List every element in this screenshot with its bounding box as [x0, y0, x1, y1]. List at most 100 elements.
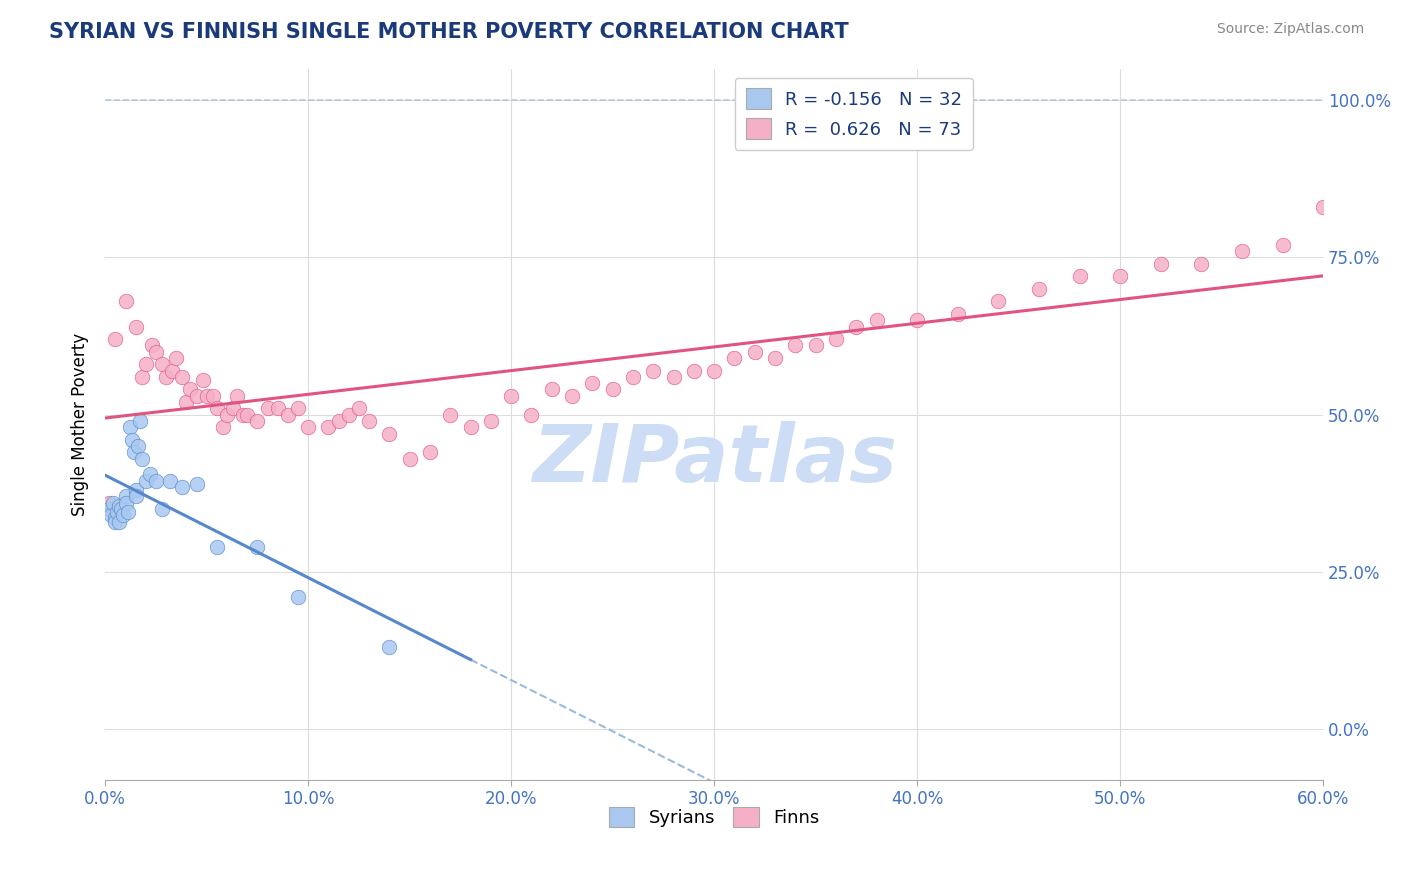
Point — [703, 363, 725, 377]
Point — [905, 313, 928, 327]
Point — [581, 376, 603, 391]
Point — [122, 445, 145, 459]
Point — [114, 490, 136, 504]
Point — [108, 515, 131, 529]
Point — [104, 511, 127, 525]
Point — [825, 332, 848, 346]
Text: Source: ZipAtlas.com: Source: ZipAtlas.com — [1216, 22, 1364, 37]
Point — [328, 414, 350, 428]
Legend: Syrians, Finns: Syrians, Finns — [602, 799, 827, 835]
Point — [226, 389, 249, 403]
Point — [460, 420, 482, 434]
Point — [108, 499, 131, 513]
Point — [1312, 200, 1334, 214]
Point — [256, 401, 278, 416]
Point — [246, 414, 269, 428]
Point — [128, 414, 150, 428]
Point — [804, 338, 827, 352]
Point — [100, 508, 122, 523]
Point — [277, 408, 299, 422]
Point — [186, 389, 208, 403]
Text: ZIPatlas: ZIPatlas — [531, 421, 897, 499]
Point — [643, 363, 665, 377]
Point — [150, 357, 173, 371]
Point — [1189, 257, 1212, 271]
Point — [104, 332, 127, 346]
Point — [347, 401, 370, 416]
Point — [191, 373, 214, 387]
Point — [186, 476, 208, 491]
Text: SYRIAN VS FINNISH SINGLE MOTHER POVERTY CORRELATION CHART: SYRIAN VS FINNISH SINGLE MOTHER POVERTY … — [49, 22, 849, 42]
Point — [145, 474, 167, 488]
Point — [763, 351, 786, 365]
Point — [112, 508, 135, 523]
Point — [124, 490, 146, 504]
Point — [602, 383, 624, 397]
Point — [1230, 244, 1253, 258]
Point — [176, 395, 198, 409]
Point — [479, 414, 502, 428]
Point — [723, 351, 745, 365]
Point — [359, 414, 381, 428]
Point — [318, 420, 340, 434]
Point — [160, 363, 183, 377]
Point — [179, 383, 201, 397]
Point — [205, 401, 228, 416]
Point — [501, 389, 523, 403]
Point — [145, 344, 167, 359]
Point — [865, 313, 887, 327]
Point — [98, 502, 121, 516]
Point — [201, 389, 224, 403]
Point — [110, 502, 132, 516]
Point — [267, 401, 290, 416]
Point — [135, 357, 157, 371]
Point — [398, 451, 420, 466]
Point — [419, 445, 441, 459]
Point — [621, 369, 644, 384]
Point — [785, 338, 807, 352]
Point — [1150, 257, 1173, 271]
Point — [378, 426, 401, 441]
Point — [139, 467, 162, 482]
Point — [195, 389, 218, 403]
Point — [114, 496, 136, 510]
Point — [105, 505, 128, 519]
Point — [215, 408, 238, 422]
Point — [232, 408, 254, 422]
Point — [540, 383, 562, 397]
Point — [124, 319, 146, 334]
Point — [150, 502, 173, 516]
Y-axis label: Single Mother Poverty: Single Mother Poverty — [72, 333, 89, 516]
Point — [131, 451, 153, 466]
Point — [104, 515, 127, 529]
Point — [117, 505, 139, 519]
Point — [222, 401, 245, 416]
Point — [744, 344, 766, 359]
Point — [172, 480, 194, 494]
Point — [683, 363, 706, 377]
Point — [1109, 269, 1132, 284]
Point — [1069, 269, 1091, 284]
Point — [297, 420, 319, 434]
Point — [378, 640, 401, 655]
Point — [98, 496, 121, 510]
Point — [845, 319, 868, 334]
Point — [124, 483, 146, 497]
Point — [131, 369, 153, 384]
Point — [987, 294, 1010, 309]
Point — [287, 401, 309, 416]
Point — [121, 433, 143, 447]
Point — [236, 408, 259, 422]
Point — [135, 474, 157, 488]
Point — [337, 408, 360, 422]
Point — [114, 294, 136, 309]
Point — [165, 351, 187, 365]
Point — [520, 408, 543, 422]
Point — [172, 369, 194, 384]
Point — [246, 540, 269, 554]
Point — [155, 369, 177, 384]
Point — [662, 369, 685, 384]
Point — [439, 408, 461, 422]
Point — [287, 590, 309, 604]
Point — [141, 338, 163, 352]
